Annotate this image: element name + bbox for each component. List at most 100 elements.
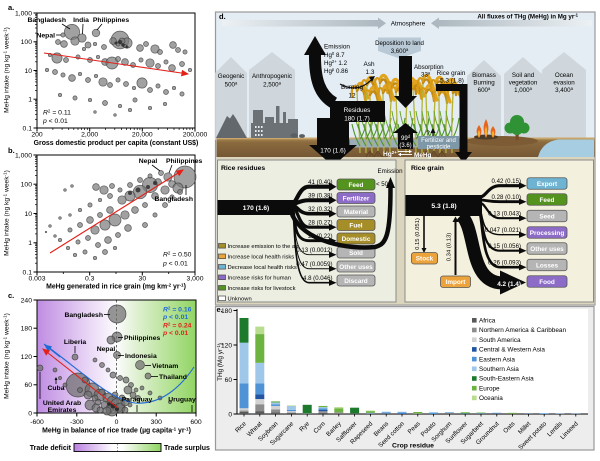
svg-text:180 (1.7): 180 (1.7) [344, 116, 370, 123]
svg-text:THg (Mg yr-1): THg (Mg yr-1) [216, 343, 224, 381]
svg-text:India: India [73, 17, 89, 24]
svg-text:20,000: 20,000 [132, 132, 153, 139]
svg-text:p < 0.01: p < 0.01 [162, 314, 188, 321]
svg-text:Philippines: Philippines [124, 335, 160, 342]
svg-text:100: 100 [21, 182, 33, 189]
svg-text:0.47 (0.0059): 0.47 (0.0059) [296, 261, 332, 268]
svg-text:0: 0 [228, 411, 232, 418]
svg-text:United Arab: United Arab [43, 400, 81, 407]
svg-text:0.3: 0.3 [85, 276, 95, 283]
svg-text:1,000: 1,000 [15, 152, 32, 159]
svg-text:Feed: Feed [349, 182, 364, 189]
svg-text:p < 0.01: p < 0.01 [162, 261, 188, 268]
svg-text:Northern America & Caribbean: Northern America & Caribbean [479, 327, 566, 334]
svg-text:0.13 (0.043): 0.13 (0.043) [488, 211, 521, 218]
svg-text:3,600a: 3,600a [391, 47, 409, 55]
svg-text:Gross domestic product per cap: Gross domestic product per capita (const… [34, 140, 199, 147]
svg-text:a.: a. [8, 3, 14, 12]
svg-text:200,000: 200,000 [183, 132, 208, 139]
svg-text:Processing: Processing [530, 230, 565, 237]
svg-text:vegetation: vegetation [509, 80, 538, 87]
svg-text:MeHg intake (ng kg-1 week-1): MeHg intake (ng kg-1 week-1) [3, 313, 11, 399]
svg-text:Bangladesh: Bangladesh [27, 17, 66, 24]
svg-text:0.1: 0.1 [23, 269, 33, 276]
svg-text:d.: d. [219, 12, 226, 21]
svg-text:180: 180 [21, 326, 33, 333]
svg-text:Uruguay: Uruguay [168, 397, 196, 404]
svg-text:Bangladesh: Bangladesh [64, 312, 103, 319]
svg-text:MeHg intake (ng kg-1 week-1): MeHg intake (ng kg-1 week-1) [3, 170, 11, 256]
svg-text:-600: -600 [30, 419, 44, 426]
svg-text:Other uses: Other uses [530, 246, 564, 253]
svg-text:?: ? [426, 130, 430, 137]
svg-text:Fuel: Fuel [349, 222, 362, 229]
svg-text:Bangladesh: Bangladesh [154, 196, 193, 203]
svg-text:100: 100 [21, 39, 33, 46]
svg-text:South America: South America [479, 337, 521, 344]
svg-text:South-Eastern Asia: South-Eastern Asia [479, 376, 534, 383]
svg-text:Paraguay: Paraguay [122, 397, 153, 404]
svg-text:Trade surplus: Trade surplus [164, 445, 210, 452]
svg-text:0.15 (0.051): 0.15 (0.051) [415, 218, 421, 250]
svg-text:Sold: Sold [349, 250, 363, 257]
svg-text:Residues: Residues [344, 107, 371, 114]
svg-text:0.34 (0.13): 0.34 (0.13) [447, 233, 453, 262]
svg-text:Rice residues: Rice residues [221, 165, 265, 172]
svg-text:Import: Import [446, 279, 467, 286]
svg-text:0.13 (0.0012): 0.13 (0.0012) [296, 247, 332, 254]
svg-text:1,000a: 1,000a [514, 86, 532, 94]
svg-text:Increase emission to the air: Increase emission to the air [228, 244, 299, 250]
svg-text:30: 30 [139, 276, 147, 283]
svg-text:Deposition to land: Deposition to land [375, 40, 424, 47]
svg-text:MeHg generated in rice grain (: MeHg generated in rice grain (mg km-2 yr… [46, 283, 186, 291]
svg-text:Increase risks for human: Increase risks for human [228, 275, 291, 281]
svg-text:3,400a: 3,400a [555, 86, 573, 94]
svg-text:Fertilizer and: Fertilizer and [421, 138, 456, 144]
svg-text:0.28 (0.10): 0.28 (0.10) [492, 194, 521, 201]
svg-text:Increase risks for livestock: Increase risks for livestock [228, 286, 296, 292]
svg-text:180: 180 [221, 308, 232, 315]
svg-text:1: 1 [28, 240, 32, 247]
svg-text:Discard: Discard [344, 278, 368, 285]
svg-text:500a: 500a [225, 81, 238, 89]
svg-text:200: 200 [31, 132, 43, 139]
svg-text:R2 = 0.11: R2 = 0.11 [43, 109, 71, 117]
svg-text:Ash: Ash [363, 61, 374, 68]
svg-text:0.1: 0.1 [23, 125, 33, 132]
svg-text:pesticide: pesticide [427, 145, 451, 151]
svg-text:Soil and: Soil and [512, 72, 535, 79]
svg-text:33a: 33a [421, 71, 431, 79]
svg-text:0.26 (0.093): 0.26 (0.093) [488, 260, 521, 267]
svg-text:600: 600 [190, 419, 202, 426]
svg-text:Emirates: Emirates [48, 407, 77, 414]
svg-text:60: 60 [225, 377, 233, 384]
svg-text:170 (1.6): 170 (1.6) [243, 205, 269, 212]
svg-text:Unknown: Unknown [228, 296, 252, 302]
svg-text:0.15 (0.056): 0.15 (0.056) [488, 243, 521, 250]
svg-text:Central & Western Asia: Central & Western Asia [479, 347, 545, 354]
svg-text:0: 0 [28, 410, 32, 417]
svg-text:c.: c. [8, 291, 14, 300]
svg-text:0.003: 0.003 [28, 276, 45, 283]
svg-text:3,000: 3,000 [186, 276, 203, 283]
svg-text:Trade deficit: Trade deficit [30, 445, 72, 452]
svg-text:Nepal: Nepal [97, 346, 116, 353]
svg-text:60: 60 [24, 382, 32, 389]
svg-text:R2 = 0.24: R2 = 0.24 [163, 321, 192, 329]
svg-text:Southern Asia: Southern Asia [479, 366, 519, 373]
svg-text:Decrease local health risks: Decrease local health risks [228, 265, 297, 271]
svg-text:12: 12 [348, 93, 356, 100]
svg-text:Material: Material [344, 209, 368, 216]
svg-text:R2 = 0.16: R2 = 0.16 [163, 306, 192, 314]
svg-text:0: 0 [115, 419, 119, 426]
svg-text:Losses: Losses [536, 262, 558, 269]
svg-text:120: 120 [221, 342, 232, 349]
svg-text:10: 10 [24, 68, 32, 75]
svg-text:Atmosphere: Atmosphere [391, 21, 426, 28]
svg-text:5.3 (1.8): 5.3 (1.8) [440, 78, 464, 85]
svg-text:Africa: Africa [479, 318, 496, 325]
svg-text:Food: Food [539, 279, 555, 286]
svg-text:Nepal: Nepal [139, 158, 158, 165]
svg-text:Domestic: Domestic [342, 236, 371, 243]
svg-text:Geogenic: Geogenic [218, 73, 245, 80]
